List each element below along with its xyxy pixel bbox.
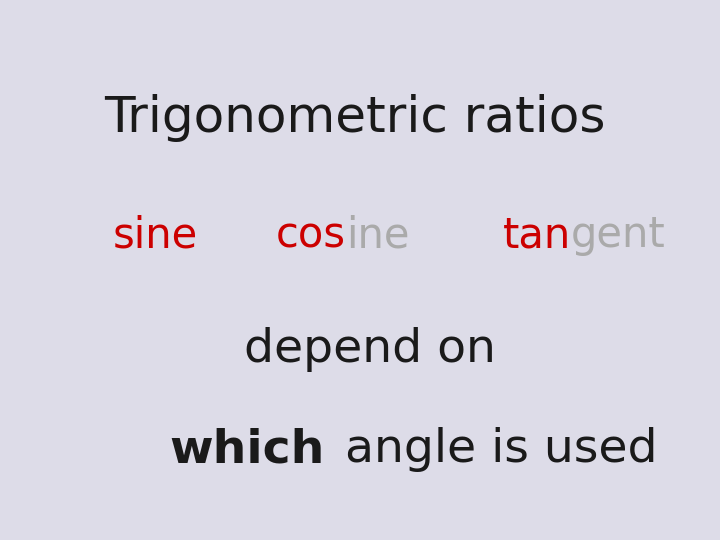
Text: cos: cos <box>276 214 346 256</box>
Text: gent: gent <box>571 214 666 256</box>
Text: which: which <box>170 428 325 472</box>
Text: angle is used: angle is used <box>330 428 657 472</box>
Text: sine: sine <box>112 214 197 256</box>
Text: depend on: depend on <box>244 327 496 373</box>
Text: ine: ine <box>346 214 410 256</box>
Text: Trigonometric ratios: Trigonometric ratios <box>104 94 606 142</box>
Text: tan: tan <box>503 214 571 256</box>
